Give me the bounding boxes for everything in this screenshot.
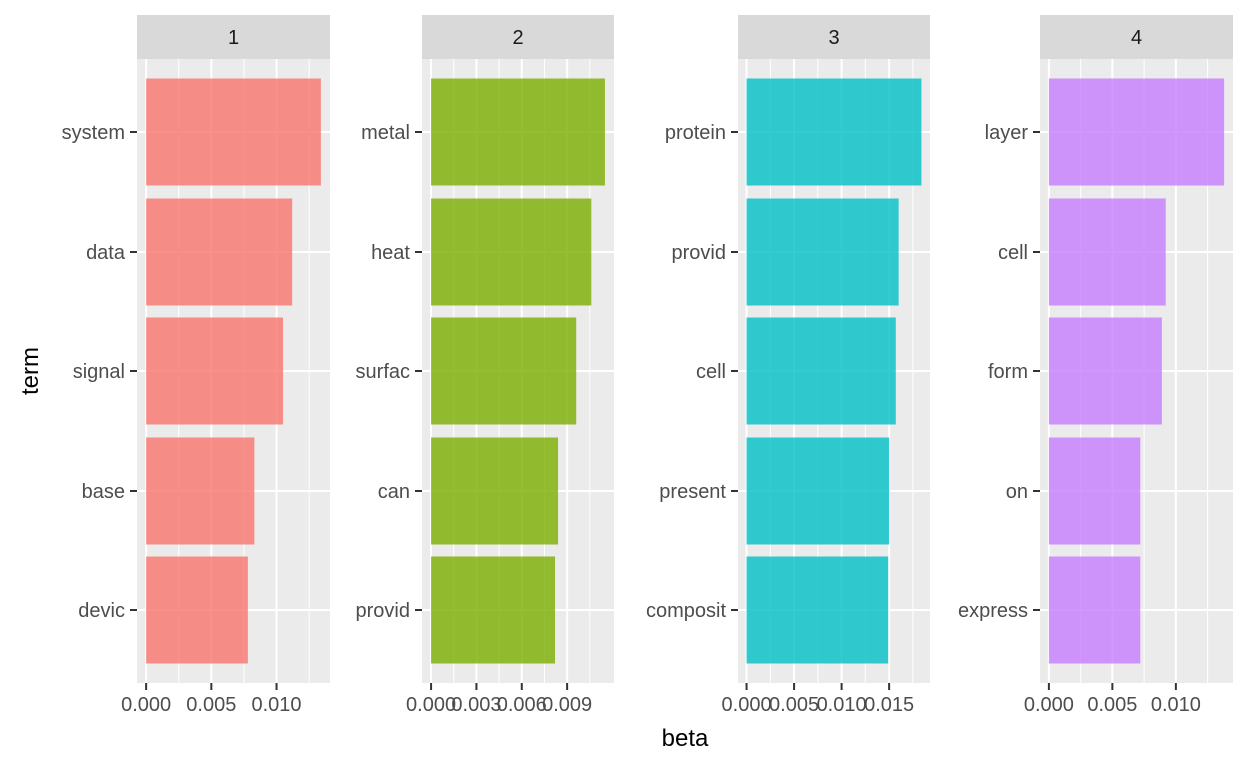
y-tick-label: form [988,361,1028,383]
y-tick-label: devic [78,600,125,622]
x-tick-label: 0.000 [1024,694,1074,716]
y-tick-label: present [659,481,726,503]
facet-strip-label: 1 [228,27,239,49]
bar-on [1048,437,1141,545]
x-axis-title: beta [662,725,709,752]
facet-strip-label: 4 [1131,27,1142,49]
bar-heat [431,198,592,306]
bar-form [1048,317,1162,425]
bar-cell [1048,198,1166,306]
y-tick-label: heat [371,242,410,264]
y-tick-label: composit [646,600,726,622]
facet-strip [137,15,330,59]
y-tick-label: provid [356,600,410,622]
y-tick-label: metal [361,122,410,144]
y-tick-label: cell [696,361,726,383]
bar-signal [146,317,284,425]
y-tick-label: protein [665,122,726,144]
bar-system [146,78,321,186]
bar-express [1048,556,1141,664]
y-tick-label: cell [998,242,1028,264]
x-tick-label: 0.009 [542,694,592,716]
bar-can [431,437,559,545]
bar-protein [746,78,922,186]
bar-surfac [431,317,577,425]
facet-strip [738,15,930,59]
x-tick-label: 0.000 [121,694,171,716]
bar-data [146,198,293,306]
bar-provid [431,556,556,664]
y-tick-label: express [958,600,1028,622]
x-tick-label: 0.005 [1087,694,1137,716]
y-tick-label: signal [73,361,125,383]
y-tick-label: surfac [356,361,410,383]
x-tick-label: 0.000 [722,694,772,716]
y-tick-label: system [62,122,125,144]
y-tick-label: data [86,242,126,264]
x-tick-label: 0.005 [769,694,819,716]
facet-panel-3: 3proteinprovidcellpresentcomposit0.0000.… [646,15,930,716]
bar-present [746,437,890,545]
y-tick-label: provid [672,242,726,264]
y-tick-label: base [82,481,125,503]
facet-panel-4: 4 layer cell form on express 0.000 0.005 0.010 [958,15,1233,716]
bar-cell [746,317,896,425]
bar-provid [746,198,899,306]
x-tick-label: 0.015 [864,694,914,716]
facet-strip [422,15,614,59]
y-tick-label: layer [985,122,1029,144]
y-tick-label: can [378,481,410,503]
bar-base [146,437,255,545]
y-tick-label: on [1006,481,1028,503]
x-tick-label: 0.010 [252,694,302,716]
facet-panel-1: 1 system data signal base devic 0.000 0.005 0.01… [62,15,330,716]
x-tick-label: 0.003 [451,694,501,716]
bar-composit [746,556,889,664]
facet-strip-label: 3 [828,27,839,49]
facet-strip-label: 2 [512,27,523,49]
bar-layer [1048,78,1225,186]
x-tick-label: 0.005 [186,694,236,716]
x-tick-label: 0.006 [497,694,547,716]
bar-metal [431,78,605,186]
facet-strip [1040,15,1233,59]
x-tick-label: 0.010 [817,694,867,716]
y-axis-title: term [17,347,44,395]
x-tick-label: 0.010 [1151,694,1201,716]
bar-devic [146,556,248,664]
facet-panel-2: 2 metal heat surfac can provid 0.0000.0030.006… [356,15,614,716]
x-tick-label: 0.000 [406,694,456,716]
